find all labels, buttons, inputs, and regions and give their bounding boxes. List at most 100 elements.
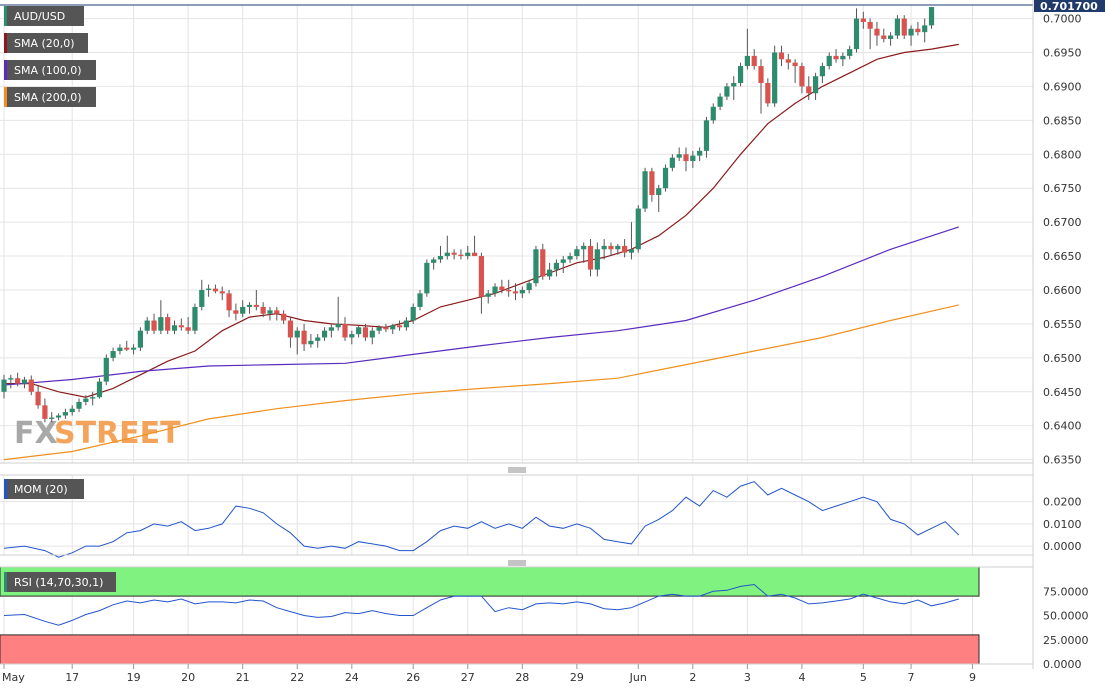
candle-down — [383, 327, 389, 330]
momentum-tag-label: MOM (20) — [14, 483, 68, 496]
sma-tag-0-bg — [4, 33, 88, 53]
momentum-line — [3, 481, 960, 558]
candle-down — [458, 254, 464, 257]
candle-up — [144, 320, 150, 331]
candle-down — [806, 86, 812, 94]
current-price-box — [1034, 0, 1105, 12]
candle-up — [772, 52, 778, 104]
sma-tag-1[interactable]: SMA (100,0) — [4, 60, 96, 80]
candle-down — [587, 245, 594, 270]
sma-lines — [3, 43, 959, 461]
candle-up — [96, 381, 103, 398]
candle-up — [444, 252, 450, 257]
candle-up — [137, 330, 143, 348]
sma-tag-2[interactable]: SMA (200,0) — [4, 87, 96, 107]
sma-tag-1-label: SMA (100,0) — [14, 64, 82, 77]
candle-down — [785, 59, 791, 63]
time-tick-label: 26 — [406, 671, 420, 684]
candle-down — [151, 320, 157, 331]
mom-tick-label: 0.0000 — [1043, 540, 1082, 553]
candle-down — [881, 35, 887, 39]
price-tick-label: 0.6500 — [1043, 352, 1082, 365]
candle-up — [485, 293, 491, 297]
candle-up — [553, 262, 560, 270]
candle-up — [615, 245, 621, 250]
watermark-street: STREET — [54, 416, 181, 451]
candle-up — [853, 18, 860, 50]
candle-up — [656, 188, 662, 195]
candle-up — [410, 306, 416, 321]
candle-up — [717, 96, 723, 107]
rsi-tick-label: 25.0000 — [1043, 634, 1089, 647]
sma-tag-0[interactable]: SMA (20,0) — [4, 33, 88, 53]
candle-down — [274, 310, 280, 314]
candle-down — [799, 66, 805, 87]
candle-up — [349, 334, 355, 338]
sma-tag-2-label: SMA (200,0) — [14, 91, 82, 104]
candle-up — [110, 351, 116, 358]
current-price-label: 0.701700 — [1034, 0, 1105, 13]
candle-up — [908, 28, 914, 36]
price-tick-label: 0.6650 — [1043, 250, 1082, 263]
rsi-tick-label: 50.0000 — [1043, 610, 1089, 623]
candles — [1, 7, 935, 423]
time-tick-label: 21 — [236, 671, 250, 684]
candle-up — [635, 208, 641, 250]
candle-up — [492, 286, 498, 294]
candle-up — [83, 398, 89, 402]
legend-tags[interactable]: AUD/USD SMA (20,0) SMA (100,0) SMA (200,0) M… — [4, 6, 116, 592]
candle-up — [819, 66, 825, 77]
sma-tag-2-color-bar — [4, 87, 7, 107]
price-tick-label: 0.6450 — [1043, 386, 1082, 399]
sma-line — [3, 226, 959, 386]
time-tick-label: Jun — [629, 671, 647, 684]
rsi-tick-label: 0.0000 — [1043, 658, 1082, 671]
symbol-tag-label: AUD/USD — [14, 10, 65, 23]
candle-up — [744, 55, 750, 67]
candle-up — [55, 415, 62, 418]
momentum-tag[interactable]: MOM (20) — [4, 479, 84, 499]
price-tick-label: 0.6550 — [1043, 318, 1082, 331]
candle-up — [76, 401, 82, 409]
candle-up — [697, 150, 703, 156]
momentum-tag-color-bar — [4, 479, 7, 499]
candle-down — [867, 21, 873, 29]
candle-up — [840, 55, 846, 60]
rsi-overbought-zone — [0, 566, 980, 597]
candle-up — [403, 320, 409, 328]
candle-down — [833, 55, 839, 60]
rsi-line — [3, 583, 959, 626]
candle-up — [519, 289, 525, 294]
candle-up — [240, 306, 246, 314]
candle-up — [847, 49, 853, 56]
candle-down — [874, 28, 880, 36]
mom-tick-label: 0.0100 — [1043, 518, 1082, 531]
candle-down — [35, 391, 41, 406]
candle-down — [28, 379, 34, 392]
time-tick-label: 20 — [181, 671, 195, 684]
rsi-oversold-zone — [0, 634, 980, 665]
candle-up — [192, 306, 198, 331]
candle-up — [21, 379, 28, 384]
candle-up — [158, 317, 164, 331]
candle-up — [321, 330, 328, 338]
candle-down — [281, 313, 287, 321]
time-tick-label: 5 — [860, 671, 867, 684]
sma-tag-2-bg — [4, 87, 96, 107]
candle-up — [574, 249, 580, 257]
candle-up — [547, 269, 553, 277]
candle-up — [628, 249, 635, 253]
candle-up — [724, 86, 730, 97]
candle-up — [369, 330, 375, 338]
candle-up — [731, 83, 737, 87]
candle-down — [758, 66, 764, 84]
candle-up — [826, 55, 832, 67]
candle-up — [171, 325, 178, 331]
symbol-tag[interactable]: AUD/USD — [4, 6, 84, 26]
candle-up — [703, 120, 710, 151]
fxstreet-watermark: FX STREET — [14, 416, 181, 451]
rsi-tag[interactable]: RSI (14,70,30,1) — [4, 572, 116, 592]
candle-down — [512, 291, 519, 294]
rsi-tag-bg — [4, 572, 116, 592]
candle-down — [451, 252, 457, 255]
